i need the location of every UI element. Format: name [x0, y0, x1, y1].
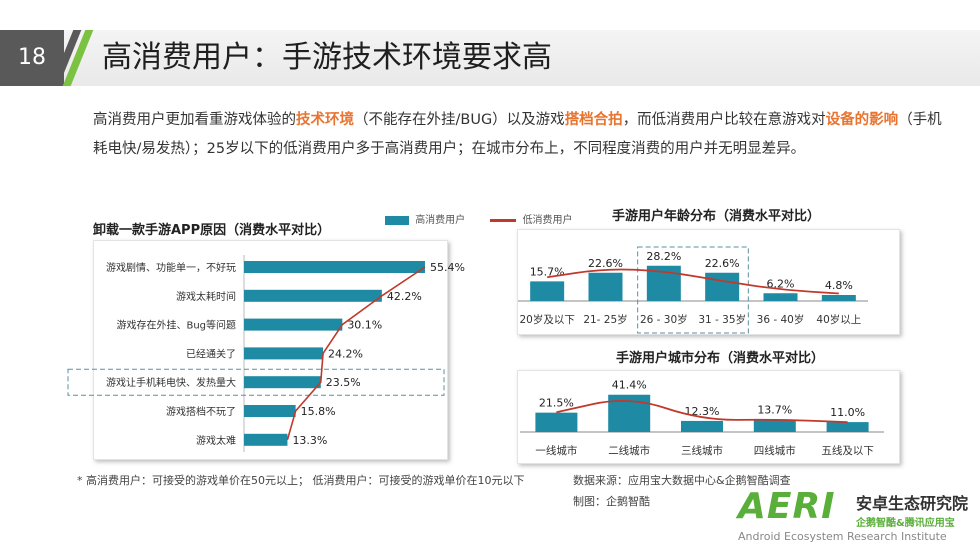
uninstall-data-label: 42.2% [387, 290, 422, 303]
age-data-label: 28.2% [646, 250, 681, 263]
uninstall-data-label: 13.3% [292, 434, 327, 447]
legend-low-swatch [490, 218, 517, 222]
age-tick-label: 26 - 30岁 [640, 313, 688, 326]
uninstall-data-label: 24.2% [328, 347, 363, 360]
city-data-label: 12.3% [685, 405, 720, 418]
city-data-label: 41.4% [612, 379, 647, 392]
intro-paragraph: 高消费用户更加看重游戏体验的技术环境（不能存在外挂/BUG）以及游戏搭档合拍，而… [93, 106, 943, 164]
uninstall-low-series-line [286, 266, 426, 441]
intro-text-1: 高消费用户更加看重游戏体验的 [93, 112, 296, 128]
city-tick-label: 二线城市 [608, 444, 650, 457]
uninstall-highlight-box [67, 368, 445, 396]
city-chart-panel [517, 370, 900, 464]
city-bar [535, 412, 578, 432]
aeri-logo: AERI 安卓生态研究院 企鹅智酷&腾讯应用宝 Android Ecosyste… [738, 486, 978, 548]
aeri-logo-mark: AERI [738, 486, 836, 527]
uninstall-bar [244, 433, 288, 446]
uninstall-category-label: 游戏搭档不玩了 [166, 405, 236, 418]
age-bar [530, 281, 565, 301]
age-bar [763, 293, 798, 301]
age-low-series-line [547, 268, 839, 295]
age-data-label: 6.2% [767, 277, 795, 290]
footnote: * 高消费用户：可接受的游戏单价在50元以上； 低消费用户：可接受的游戏单价在1… [77, 474, 525, 487]
legend-high-label: 高消费用户 [415, 215, 466, 226]
uninstall-chart-title: 卸载一款手游APP原因（消费水平对比） [93, 223, 331, 238]
uninstall-bar [244, 318, 343, 331]
age-tick-label: 31 - 35岁 [698, 313, 746, 326]
age-highlight-box [637, 246, 749, 334]
uninstall-category-label: 游戏剧情、功能单一，不好玩 [106, 261, 236, 274]
uninstall-category-label: 游戏让手机耗电快、发热量大 [106, 376, 236, 389]
intro-highlight-3: 设备的影响 [825, 112, 899, 128]
chart-legend: 高消费用户 低消费用户 [385, 211, 573, 226]
intro-text-4: （手机耗电快/易发热）；25岁以下的低消费用户多于高消费用户；在城市分布上，不同… [93, 112, 942, 157]
age-tick-label: 36 - 40岁 [757, 313, 805, 326]
city-tick-label: 三线城市 [681, 444, 723, 457]
page-title: 高消费用户：手游技术环境要求高 [102, 40, 552, 75]
city-data-label: 11.0% [830, 406, 865, 419]
age-data-label: 22.6% [705, 257, 740, 270]
intro-text-2: （不能存在外挂/BUG）以及游戏 [354, 112, 565, 128]
city-low-series-line [556, 400, 848, 423]
intro-text-3: ，而低消费用户比较在意游戏对 [622, 112, 826, 128]
city-tick-label: 五线及以下 [821, 444, 874, 457]
city-bar [826, 422, 869, 432]
age-data-label: 22.6% [588, 257, 623, 270]
legend-low-label: 低消费用户 [522, 215, 573, 226]
logo-en-name: Android Ecosystem Research Institute [738, 530, 947, 543]
uninstall-bar [244, 405, 296, 417]
uninstall-data-label: 23.5% [326, 376, 361, 389]
city-data-label: 13.7% [757, 404, 792, 417]
city-bar [753, 419, 796, 432]
city-bar [681, 420, 723, 432]
city-data-label: 21.5% [539, 397, 574, 410]
uninstall-category-label: 已经通关了 [186, 347, 236, 360]
city-tick-label: 四线城市 [754, 444, 796, 457]
uninstall-bar [244, 289, 382, 302]
logo-cn-sub: 企鹅智酷&腾讯应用宝 [856, 518, 955, 529]
uninstall-data-label: 55.4% [430, 261, 465, 274]
chart-maker: 制图：企鹅智酷 [573, 495, 650, 508]
city-chart-title: 手游用户城市分布（消费水平对比） [616, 351, 825, 366]
logo-cn-name: 安卓生态研究院 [856, 494, 969, 513]
uninstall-data-label: 15.8% [301, 405, 336, 418]
legend-high-swatch [385, 215, 409, 225]
uninstall-bar [244, 376, 321, 389]
age-bar [821, 295, 856, 301]
age-tick-label: 40岁以上 [816, 313, 861, 326]
age-bar [705, 272, 740, 301]
age-chart-title: 手游用户年龄分布（消费水平对比） [612, 209, 821, 224]
intro-highlight-1: 技术环境 [296, 112, 354, 128]
city-tick-label: 一线城市 [535, 444, 577, 457]
uninstall-bar [244, 347, 324, 360]
intro-highlight-2: 搭档合拍 [564, 112, 623, 128]
uninstall-category-label: 游戏太难 [196, 434, 236, 447]
age-bar [588, 272, 623, 301]
uninstall-bar [244, 261, 425, 273]
slide-header: 18 高消费用户：手游技术环境要求高 [0, 30, 980, 86]
uninstall-data-label: 30.1% [347, 319, 382, 332]
age-data-label: 4.8% [825, 279, 853, 292]
uninstall-category-label: 游戏太耗时间 [176, 290, 236, 303]
data-source: 数据来源：应用宝大数据中心&企鹅智酷调查 [573, 474, 791, 487]
age-tick-label: 20岁及以下 [519, 313, 574, 326]
age-tick-label: 21- 25岁 [583, 313, 627, 326]
uninstall-category-label: 游戏存在外挂、Bug等问题 [116, 319, 236, 332]
header-background [0, 30, 980, 86]
